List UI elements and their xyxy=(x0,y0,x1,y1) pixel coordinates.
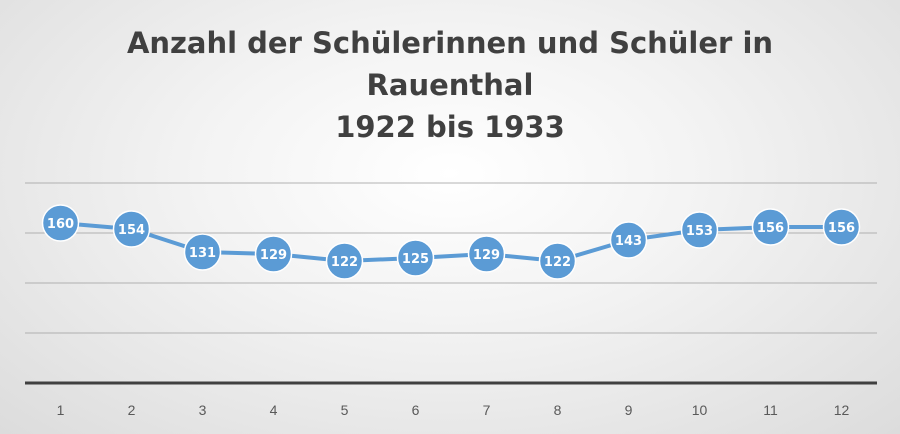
data-label-7: 129 xyxy=(473,248,500,263)
data-point-1 xyxy=(41,204,80,242)
chart-title-line-1: Anzahl der Schülerinnen und Schüler in xyxy=(126,26,774,60)
x-tick-label-12: 12 xyxy=(834,402,850,418)
data-point-2 xyxy=(112,210,151,248)
chart-title-line-3: 1922 bis 1933 xyxy=(335,110,565,144)
x-tick-label-8: 8 xyxy=(554,402,562,418)
data-point-9 xyxy=(609,221,648,259)
x-tick-label-3: 3 xyxy=(199,402,207,418)
data-point-3 xyxy=(183,233,222,271)
data-label-8: 122 xyxy=(544,255,571,270)
data-label-4: 129 xyxy=(260,248,287,263)
data-markers: 160 154 131 129 122 125 129 122 143 153 156 156 xyxy=(41,204,861,280)
gridlines xyxy=(25,182,877,334)
x-tick-label-4: 4 xyxy=(270,402,278,418)
data-point-12 xyxy=(822,208,861,246)
x-tick-label-1: 1 xyxy=(57,402,65,418)
series-line xyxy=(58,221,844,263)
x-tick-labels: 1 2 3 4 5 6 7 8 9 10 11 12 xyxy=(57,402,850,418)
data-point-5 xyxy=(325,242,364,280)
data-label-9: 143 xyxy=(615,234,642,249)
data-label-1: 160 xyxy=(47,217,74,232)
x-tick-label-11: 11 xyxy=(763,402,778,418)
x-tick-label-6: 6 xyxy=(412,402,420,418)
data-point-6 xyxy=(396,239,435,277)
x-tick-label-7: 7 xyxy=(483,402,491,418)
x-tick-label-9: 9 xyxy=(625,402,633,418)
chart-title-line-2: Rauenthal xyxy=(366,68,534,102)
data-label-11: 156 xyxy=(757,221,784,236)
data-label-5: 122 xyxy=(331,255,358,270)
series-line-path xyxy=(58,221,844,263)
data-label-10: 153 xyxy=(686,224,713,239)
data-label-12: 156 xyxy=(828,221,855,236)
data-label-6: 125 xyxy=(402,252,429,267)
x-tick-label-2: 2 xyxy=(128,402,136,418)
data-label-3: 131 xyxy=(189,246,216,261)
data-point-10 xyxy=(680,211,719,249)
data-label-2: 154 xyxy=(118,223,145,238)
data-point-11 xyxy=(751,208,790,246)
data-point-4 xyxy=(254,235,293,273)
x-tick-label-5: 5 xyxy=(341,402,349,418)
data-point-8 xyxy=(538,242,577,280)
chart-title: Anzahl der Schülerinnen und Schüler in R… xyxy=(0,22,900,148)
x-tick-label-10: 10 xyxy=(692,402,708,418)
data-point-7 xyxy=(467,235,506,273)
